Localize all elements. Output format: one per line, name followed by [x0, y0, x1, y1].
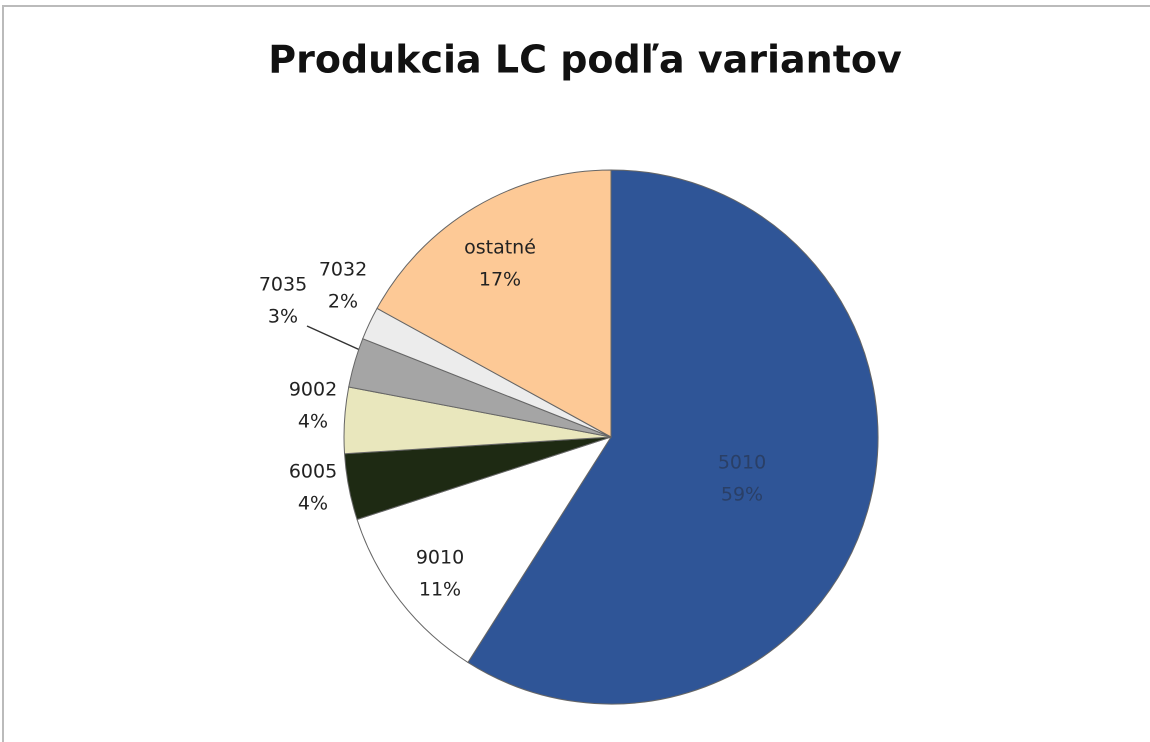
slice-category: ostatné — [464, 237, 536, 259]
slice-category: 9010 — [416, 547, 464, 569]
slice-value-label: 11% — [419, 579, 461, 601]
slice-category: 9002 — [289, 379, 337, 401]
slice-value-label: 4% — [298, 493, 328, 515]
chart-title: Produkcia LC podľa variantov — [268, 38, 902, 82]
slice-value-label: 59% — [721, 484, 763, 506]
slice-value-label: 2% — [328, 291, 358, 313]
slice-category: 6005 — [289, 461, 337, 483]
leader-line — [306, 325, 361, 351]
slice-category: 5010 — [718, 452, 766, 474]
frame — [2, 5, 1150, 742]
pie-slice — [356, 436, 613, 664]
slice-value-label: 3% — [268, 306, 298, 328]
slice-value-label: 17% — [479, 269, 521, 291]
slice-category: 7035 — [259, 274, 307, 296]
slice-category: 7032 — [319, 259, 367, 281]
pie-slice — [467, 169, 879, 705]
slice-value-label: 4% — [298, 411, 328, 433]
pie-slice — [376, 169, 612, 438]
